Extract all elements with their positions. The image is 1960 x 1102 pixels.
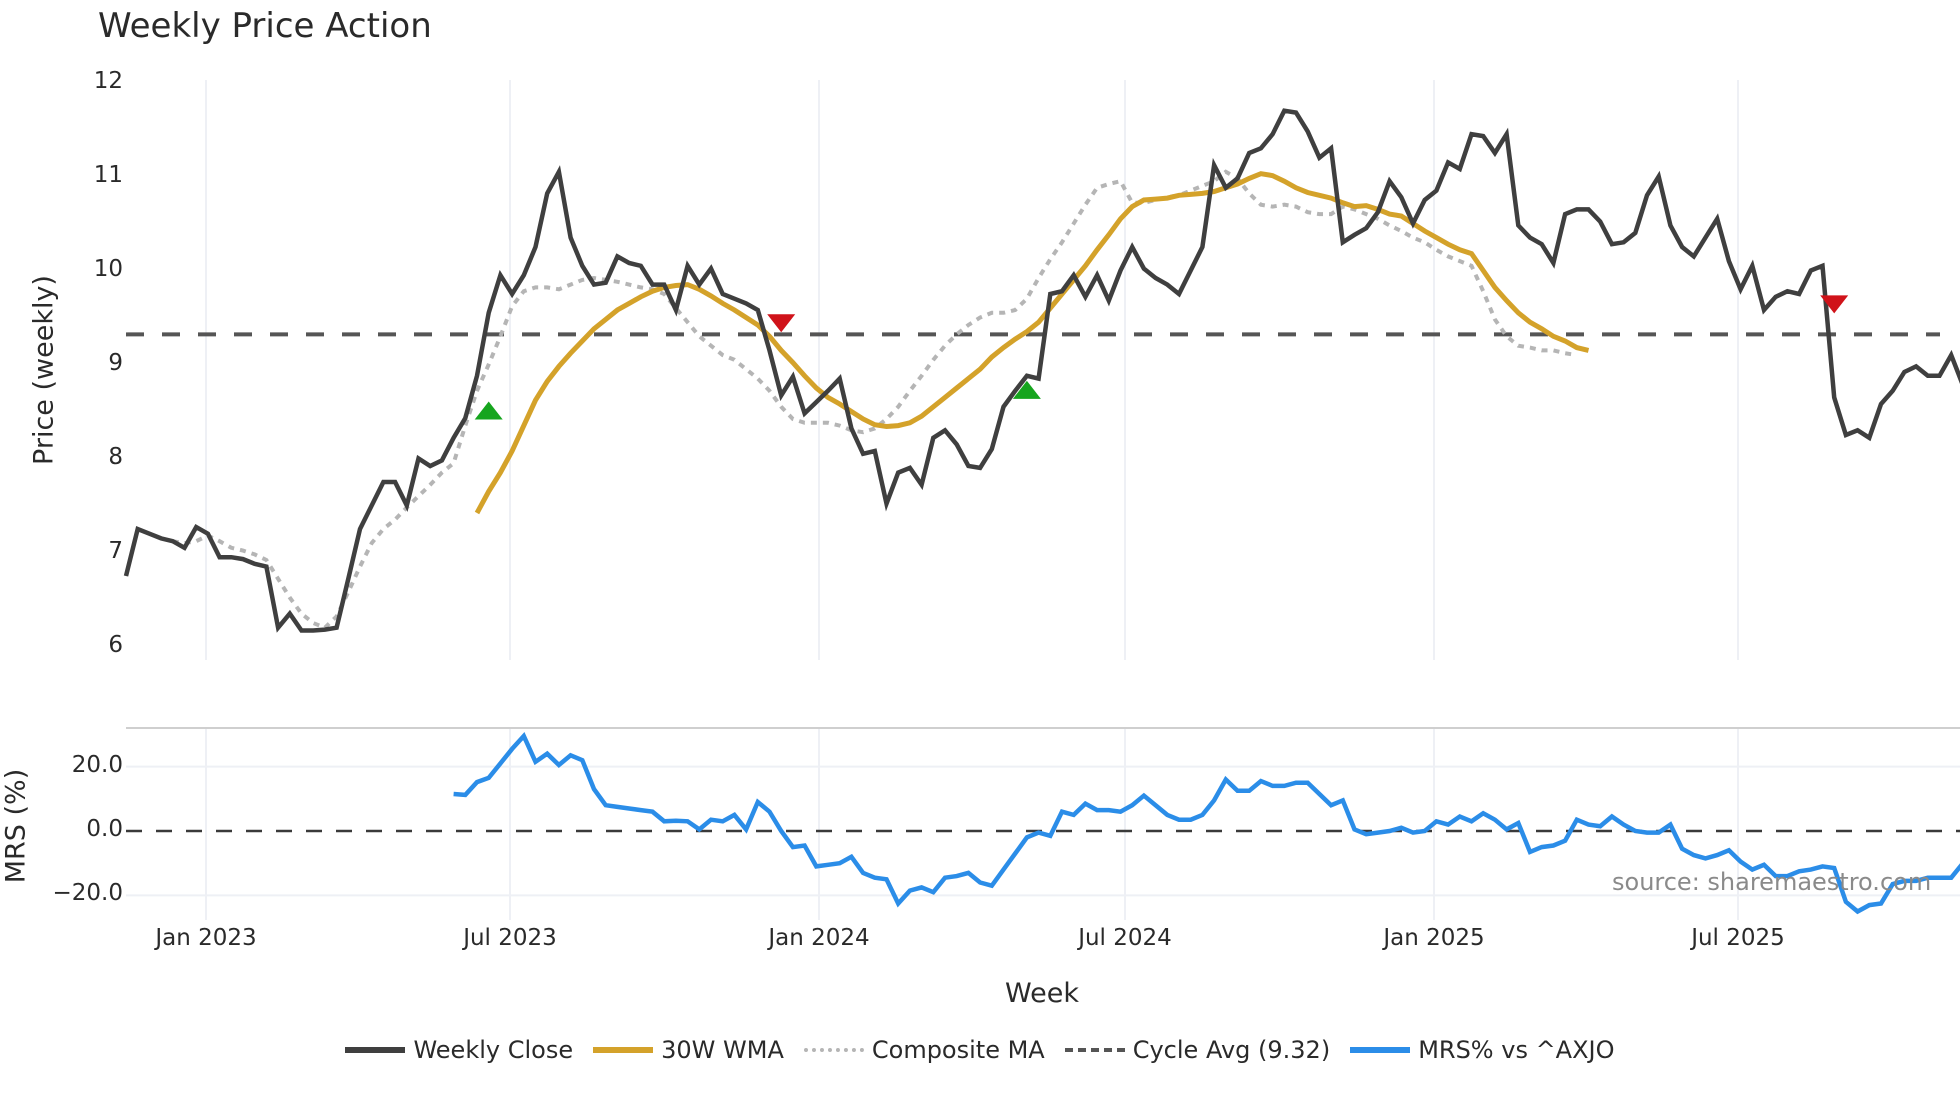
y-tick-label: 11 — [93, 161, 123, 188]
legend-item[interactable]: Cycle Avg (9.32) — [1064, 1036, 1331, 1064]
x-tick-label: Jul 2024 — [1078, 925, 1172, 951]
legend-swatch-icon — [1064, 1048, 1125, 1052]
y-tick-label: 6 — [108, 631, 123, 658]
composite-ma-line — [172, 169, 1578, 631]
legend-swatch-icon — [593, 1047, 654, 1053]
legend-item[interactable]: 30W WMA — [593, 1036, 784, 1064]
x-tick-label: Jul 2025 — [1691, 925, 1785, 951]
buy-signal-triangle-up-icon — [1012, 380, 1041, 399]
source-watermark: source: sharemaestro.com — [1612, 868, 1932, 896]
legend: Weekly Close 30W WMA Composite MA Cycle Avg… — [0, 1036, 1960, 1064]
y-axis-label-price: Price (weekly) — [28, 275, 60, 465]
legend-item[interactable]: Weekly Close — [345, 1036, 573, 1064]
y-tick-label: 9 — [108, 349, 123, 376]
y-tick-label: 7 — [108, 537, 123, 564]
chart-title: Weekly Price Action — [98, 6, 432, 46]
legend-label: Cycle Avg (9.32) — [1132, 1036, 1331, 1064]
legend-label: Weekly Close — [413, 1036, 574, 1064]
top-grid — [205, 80, 1739, 660]
buy-signal-triangle-up-icon — [474, 401, 503, 420]
legend-label: 30W WMA — [661, 1036, 784, 1064]
sell-signal-triangle-down-icon — [767, 314, 796, 333]
x-tick-label: Jan 2024 — [768, 925, 870, 951]
mrs-series — [126, 731, 1960, 915]
legend-swatch-icon — [803, 1048, 864, 1052]
x-tick-label: Jan 2023 — [155, 925, 257, 951]
y-tick-label: 10 — [93, 255, 123, 282]
y-axis-label-mrs: MRS (%) — [0, 768, 32, 884]
legend-swatch-icon — [1350, 1047, 1411, 1053]
legend-label: Composite MA — [871, 1036, 1045, 1064]
weekly-close-line — [123, 108, 1960, 633]
legend-label: MRS% vs ^AXJO — [1418, 1036, 1615, 1064]
legend-swatch-icon — [345, 1047, 406, 1053]
signal-markers — [474, 295, 1849, 420]
y-tick-label: 8 — [108, 443, 123, 470]
y-tick-label: 0.0 — [86, 816, 123, 842]
x-tick-label: Jul 2023 — [463, 925, 557, 951]
x-tick-label: Jan 2025 — [1383, 925, 1485, 951]
x-axis-label: Week — [1005, 978, 1079, 1009]
legend-item[interactable]: Composite MA — [803, 1036, 1045, 1064]
wma-line — [474, 171, 1590, 515]
legend-item[interactable]: MRS% vs ^AXJO — [1350, 1036, 1615, 1064]
mrs-line — [453, 731, 1960, 915]
y-tick-label: 20.0 — [71, 751, 123, 778]
y-tick-label: 12 — [93, 67, 123, 94]
sell-signal-triangle-down-icon — [1820, 295, 1849, 314]
price-series — [123, 108, 1960, 633]
y-tick-label: −20.0 — [52, 880, 123, 907]
